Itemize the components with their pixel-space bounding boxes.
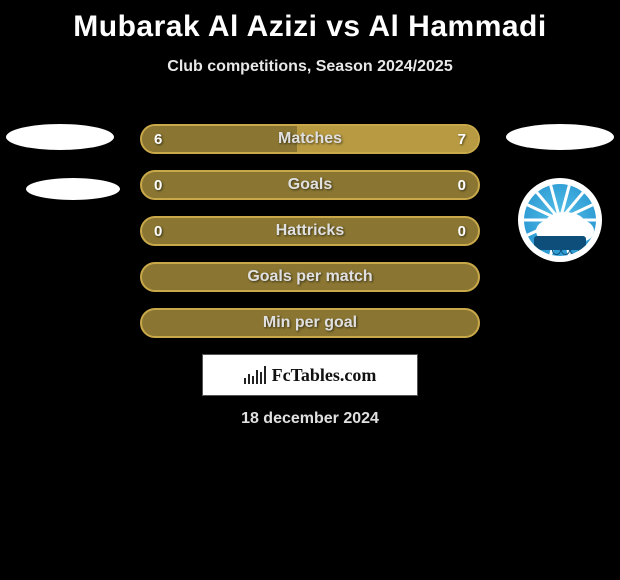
- stat-value-left: 0: [154, 172, 162, 198]
- stat-row: Hattricks0 0: [140, 216, 480, 246]
- stat-row: Min per goal: [140, 308, 480, 338]
- stat-label: Min per goal: [142, 310, 478, 336]
- footer-date: 18 december 2024: [0, 410, 620, 428]
- club-badge: [518, 178, 602, 262]
- stat-label: Matches: [142, 126, 478, 152]
- stat-value-right: 7: [458, 126, 466, 152]
- branding-text: FcTables.com: [272, 365, 377, 386]
- stat-value-left: 6: [154, 126, 162, 152]
- page-subtitle: Club competitions, Season 2024/2025: [0, 58, 620, 76]
- stat-value-right: 0: [458, 172, 466, 198]
- stats-comparison: Matches67Goals00Hattricks00Goals per mat…: [140, 124, 480, 354]
- branding-box: FcTables.com: [202, 354, 418, 396]
- stat-row: Goals0 0: [140, 170, 480, 200]
- stat-row: Matches6 7: [140, 124, 480, 154]
- player-right-avatar: [502, 96, 620, 180]
- stat-value-right: 0: [458, 218, 466, 244]
- stat-label: Goals per match: [142, 264, 478, 290]
- stat-label: Hattricks: [142, 218, 478, 244]
- stat-label: Goals: [142, 172, 478, 198]
- page-title: Mubarak Al Azizi vs Al Hammadi: [0, 0, 620, 44]
- player-left-avatar: [0, 96, 118, 180]
- chart-icon: [244, 366, 266, 384]
- stat-row: Goals per match: [140, 262, 480, 292]
- stat-value-left: 0: [154, 218, 162, 244]
